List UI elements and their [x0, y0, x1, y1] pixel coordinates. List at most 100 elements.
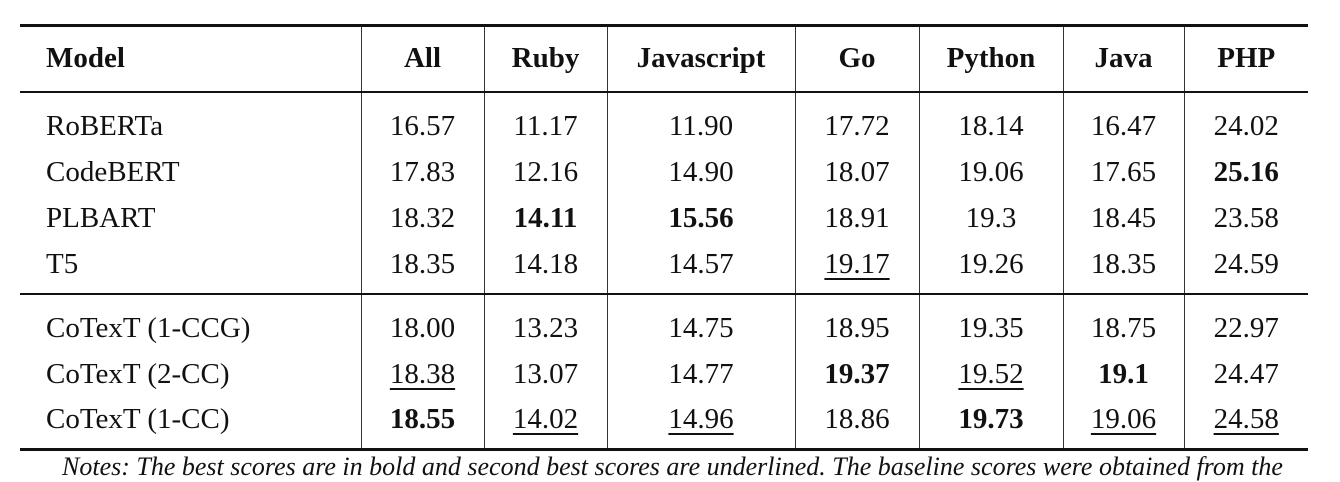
score-value: 22.97	[1213, 311, 1279, 344]
score-all: 17.83	[360, 149, 484, 196]
score-value: 19.73	[958, 403, 1024, 436]
score-value: 14.11	[513, 202, 578, 234]
table-footnote: Notes: The best scores are in bold and s…	[62, 452, 1283, 481]
score-ruby: 11.17	[483, 91, 607, 150]
score-java: 18.75	[1062, 293, 1184, 352]
score-python: 19.73	[918, 397, 1063, 451]
score-java: 19.1	[1062, 351, 1184, 398]
score-ruby: 13.07	[483, 351, 607, 398]
header-python: Python	[918, 24, 1063, 93]
score-php: 24.47	[1183, 351, 1308, 398]
score-javascript: 11.90	[606, 91, 795, 150]
score-php: 22.97	[1183, 293, 1308, 352]
score-all: 18.35	[360, 241, 484, 295]
table-row: CoTexT (2-CC) 18.38 13.07 14.77 19.37 19.52 19…	[20, 351, 1308, 398]
score-javascript: 14.75	[606, 293, 795, 352]
score-value: 19.06	[1090, 403, 1157, 436]
score-value: 18.38	[389, 358, 456, 390]
score-value: 18.35	[1090, 247, 1157, 280]
score-php: 25.16	[1183, 149, 1308, 196]
score-value: 19.17	[824, 247, 890, 280]
score-go: 18.91	[794, 195, 919, 242]
score-java: 17.65	[1062, 149, 1184, 196]
score-value: 18.95	[824, 311, 890, 344]
score-value: 14.90	[668, 156, 734, 188]
score-php: 23.58	[1183, 195, 1308, 242]
score-java: 19.06	[1062, 397, 1184, 451]
score-java: 18.45	[1062, 195, 1184, 242]
table-body: RoBERTa 16.57 11.17 11.90 17.72 18.14 16.47 24.…	[20, 91, 1308, 451]
score-value: 24.59	[1213, 247, 1279, 280]
model-name: CoTexT (2-CC)	[46, 358, 230, 390]
score-value: 24.02	[1213, 109, 1279, 142]
score-value: 18.14	[958, 109, 1024, 142]
score-ruby: 13.23	[483, 293, 607, 352]
model-name: T5	[20, 241, 361, 295]
score-python: 19.06	[918, 149, 1063, 196]
score-value: 18.86	[824, 403, 890, 436]
header-model: Model	[20, 24, 361, 93]
score-javascript: 14.96	[606, 397, 795, 451]
score-java: 18.35	[1062, 241, 1184, 295]
table-row: RoBERTa 16.57 11.17 11.90 17.72 18.14 16.47 24.…	[20, 91, 1308, 150]
table-row: PLBART 18.32 14.11 15.56 18.91 19.3 18.45 23.58	[20, 195, 1308, 242]
model-name: CoTexT (1-CC)	[20, 397, 361, 451]
score-value: 18.07	[824, 156, 890, 188]
score-php: 24.59	[1183, 241, 1308, 295]
score-javascript: 14.57	[606, 241, 795, 295]
score-python: 18.14	[918, 91, 1063, 150]
score-all: 18.38	[360, 351, 484, 398]
score-value: 19.35	[958, 311, 1024, 344]
score-value: 14.57	[668, 247, 734, 280]
header-row: Model All Ruby Javascript Go Python Java…	[20, 24, 1308, 93]
score-go: 18.07	[794, 149, 919, 196]
score-php: 24.02	[1183, 91, 1308, 150]
header-java: Java	[1062, 24, 1184, 93]
score-value: 16.47	[1090, 109, 1157, 142]
score-value: 19.37	[824, 358, 890, 390]
score-python: 19.26	[918, 241, 1063, 295]
model-name: CodeBERT	[46, 156, 180, 188]
score-value: 14.77	[668, 358, 734, 390]
table-header: Model All Ruby Javascript Go Python Java…	[20, 24, 1308, 93]
score-javascript: 15.56	[606, 195, 795, 242]
score-value: 19.1	[1098, 358, 1149, 390]
score-value: 24.47	[1213, 358, 1279, 390]
score-value: 14.02	[512, 403, 579, 436]
score-go: 18.86	[794, 397, 919, 451]
header-javascript: Javascript	[606, 24, 795, 93]
score-value: 23.58	[1213, 202, 1279, 234]
score-python: 19.52	[918, 351, 1063, 398]
score-value: 14.96	[668, 403, 734, 436]
score-value: 11.90	[668, 109, 734, 142]
results-table: Model All Ruby Javascript Go Python Java…	[20, 24, 1308, 451]
score-value: 13.07	[512, 358, 579, 390]
table-row: T5 18.35 14.18 14.57 19.17 19.26 18.35 24.59	[20, 241, 1308, 295]
model-name: RoBERTa	[46, 109, 164, 142]
score-all: 18.55	[360, 397, 484, 451]
score-value: 12.16	[512, 156, 579, 188]
score-ruby: 14.02	[483, 397, 607, 451]
score-ruby: 12.16	[483, 149, 607, 196]
score-value: 18.91	[824, 202, 890, 234]
score-value: 19.06	[958, 156, 1024, 188]
score-value: 14.75	[668, 311, 734, 344]
score-value: 13.23	[512, 311, 579, 344]
header-php: PHP	[1183, 24, 1308, 93]
table-row: CoTexT (1-CC) 18.55 14.02 14.96 18.86 19.73 19…	[20, 397, 1308, 451]
score-all: 18.32	[360, 195, 484, 242]
model-name: CoTexT (1-CCG)	[46, 311, 251, 344]
score-javascript: 14.90	[606, 149, 795, 196]
score-all: 16.57	[360, 91, 484, 150]
score-java: 16.47	[1062, 91, 1184, 150]
header-go: Go	[794, 24, 919, 93]
score-php: 24.58	[1183, 397, 1308, 451]
score-python: 19.3	[918, 195, 1063, 242]
score-value: 16.57	[389, 109, 456, 142]
score-go: 19.37	[794, 351, 919, 398]
table-row: CodeBERT 17.83 12.16 14.90 18.07 19.06 17.65 25…	[20, 149, 1308, 196]
score-value: 19.26	[958, 247, 1024, 280]
score-value: 18.35	[389, 247, 456, 280]
score-go: 19.17	[794, 241, 919, 295]
score-value: 18.32	[389, 202, 456, 234]
